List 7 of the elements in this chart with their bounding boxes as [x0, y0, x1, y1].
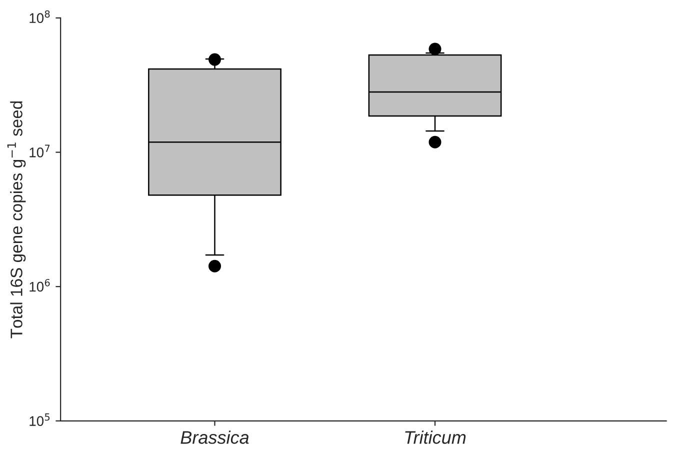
x-tick-label: Triticum — [405, 430, 466, 444]
y-tick-label: 10$^{6}$ — [30, 278, 50, 292]
x-tick-label: Brassica — [180, 430, 249, 444]
y-tick-label: 10$^{7}$ — [30, 144, 50, 158]
y-tick-label: 10$^{5}$ — [30, 413, 50, 426]
y-axis-title: Total 16S gene copies g$^{−1}$ seed — [7, 101, 26, 338]
y-tick-label: 10$^{8}$ — [30, 10, 50, 24]
